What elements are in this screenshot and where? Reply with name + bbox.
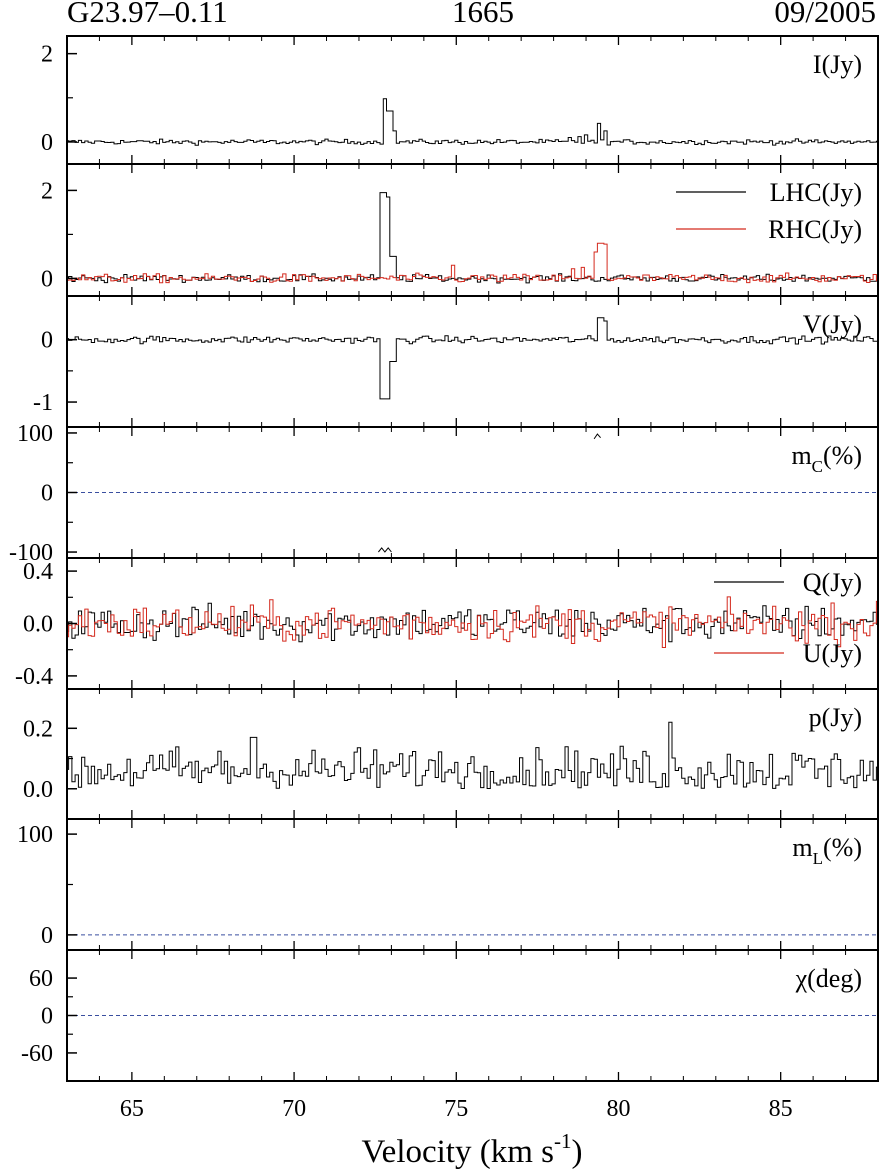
panel-label-ml: mL(%)	[792, 833, 862, 868]
ytick-label: 0.2	[23, 716, 53, 742]
ytick-label: -100	[9, 540, 53, 566]
xtick-label: 65	[120, 1096, 144, 1122]
ytick-label: -1	[33, 390, 53, 416]
ytick-label: 0.0	[23, 612, 53, 638]
panel-frame	[66, 35, 879, 165]
ytick-label: 0.4	[23, 559, 53, 585]
xtick-label: 75	[444, 1096, 468, 1122]
ytick-label: 2	[41, 178, 53, 204]
ytick-label: 0.0	[23, 777, 53, 803]
ytick-label: 2	[41, 42, 53, 68]
panel-label-I: I(Jy)	[813, 50, 862, 79]
panel-ml: 100 0 mL(%)	[17, 818, 879, 951]
ytick-label: -0.4	[15, 664, 53, 690]
panel-mc: 100 0 -100 mC(%)	[9, 421, 879, 566]
panel-frame	[66, 818, 879, 951]
ytick-label: -60	[21, 1041, 53, 1067]
xtick-label: 80	[606, 1096, 630, 1122]
series-p-0	[67, 721, 878, 789]
panel-chi: 60 0 -60 χ(deg)	[21, 949, 879, 1082]
source-title: G23.97–0.11	[67, 0, 228, 29]
ytick-label: 60	[29, 966, 53, 992]
ytick-label: 0	[41, 1004, 53, 1030]
panel-frame	[66, 688, 879, 820]
ytick-label: 0	[41, 130, 53, 156]
panel-p: 0.2 0.0 p(Jy)	[23, 688, 879, 820]
legend-label: Q(Jy)	[803, 568, 862, 597]
ytick-label: 0	[41, 266, 53, 292]
series-LR-0	[67, 192, 878, 284]
legend-label: U(Jy)	[803, 639, 862, 668]
ytick-label: 0	[41, 923, 53, 949]
panel-label-mc: mC(%)	[791, 441, 862, 476]
ytick-label: 100	[17, 822, 53, 848]
date-title: 09/2005	[774, 0, 876, 29]
legend-label: LHC(Jy)	[770, 178, 862, 207]
panel-LR: 0 2 LHC(Jy) RHC(Jy)	[41, 163, 879, 297]
x-axis-label: Velocity (km s-1)	[362, 1129, 583, 1170]
mark-mc-0	[378, 547, 392, 553]
frequency-title: 1665	[452, 0, 514, 29]
panel-I: 0 2 I(Jy)	[41, 35, 879, 165]
ytick-label: 0	[41, 481, 53, 507]
ytick-label: 100	[17, 421, 53, 447]
series-I-0	[67, 98, 878, 146]
panel-QU: 0.4 0.0 -0.4 Q(Jy) U(Jy)	[15, 557, 879, 690]
ytick-label: 0	[41, 328, 53, 354]
series-LR-1	[67, 242, 878, 284]
panel-label-V: V(Jy)	[803, 310, 862, 339]
panel-label-p: p(Jy)	[809, 703, 862, 732]
series-V-0	[67, 317, 878, 400]
xtick-label: 85	[769, 1096, 793, 1122]
mark-mc-1	[593, 433, 601, 440]
panel-V: 0 -1 V(Jy)	[33, 295, 879, 428]
series-QU-1	[67, 596, 878, 648]
xtick-label: 70	[282, 1096, 306, 1122]
panel-label-chi: χ(deg)	[795, 964, 862, 993]
legend-label: RHC(Jy)	[768, 215, 862, 244]
panel-frame	[66, 295, 879, 428]
